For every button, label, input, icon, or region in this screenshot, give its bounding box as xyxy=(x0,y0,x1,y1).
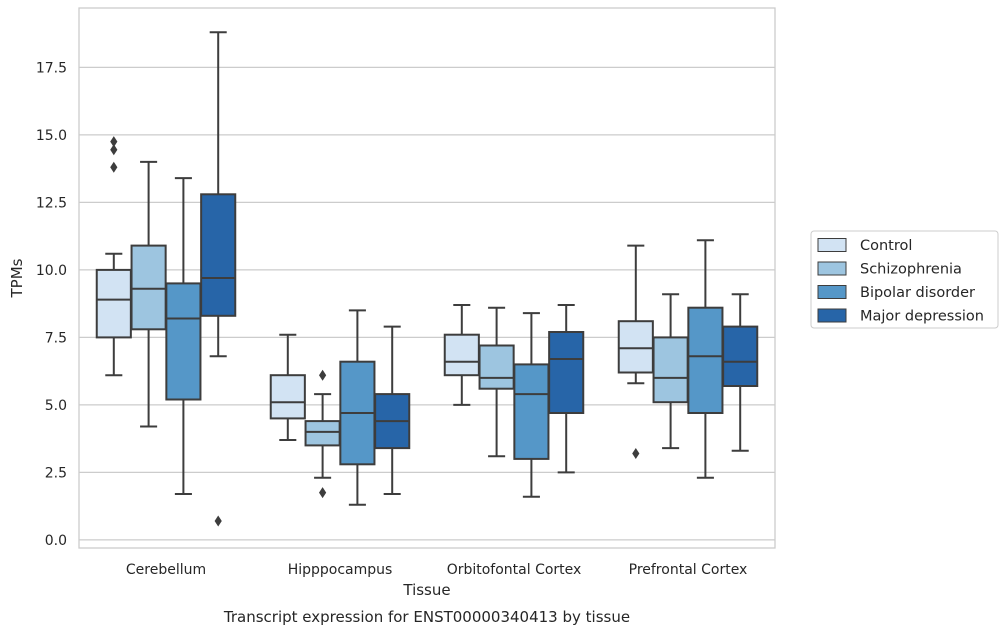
box-iqr xyxy=(617,320,654,374)
legend-label: Major depression xyxy=(860,309,984,325)
box-iqr xyxy=(652,336,689,404)
outlier-point xyxy=(632,448,640,459)
y-tick-label: 7.5 xyxy=(45,330,67,346)
box-iqr xyxy=(269,374,306,420)
legend-swatch xyxy=(817,285,847,299)
box-bipolar-disorder xyxy=(687,239,724,479)
legend-swatch xyxy=(817,238,847,252)
box-iqr xyxy=(478,344,515,390)
x-tick-label: Orbitofontal Cortex xyxy=(447,562,582,578)
legend-label: Bipolar disorder xyxy=(860,285,975,301)
legend-label: Schizophrenia xyxy=(860,262,962,278)
y-tick-label: 2.5 xyxy=(45,465,67,481)
x-tick-label: Prefrontal Cortex xyxy=(629,562,748,578)
chart-caption: Transcript expression for ENST0000034041… xyxy=(223,608,630,626)
box-schizophrenia xyxy=(304,369,341,499)
legend-item: Bipolar disorder xyxy=(817,285,975,301)
box-control xyxy=(95,136,132,377)
legend-item: Major depression xyxy=(817,308,984,325)
legend: Control Schizophrenia Bipolar disorder Majo… xyxy=(810,230,999,329)
outlier-point xyxy=(214,515,222,527)
outlier-point xyxy=(110,136,118,148)
legend-item: Schizophrenia xyxy=(817,261,962,278)
box-iqr xyxy=(304,420,341,447)
legend-item: Control xyxy=(817,238,912,254)
outlier-point xyxy=(319,487,327,499)
box-iqr xyxy=(200,193,237,317)
box-control xyxy=(443,304,480,406)
plot-frame xyxy=(78,7,776,549)
box-iqr xyxy=(722,325,759,388)
box-bipolar-disorder xyxy=(513,312,550,498)
legend-swatch xyxy=(817,308,847,323)
box-iqr xyxy=(95,268,132,339)
y-axis-label: TPMs xyxy=(8,258,26,298)
box-iqr xyxy=(443,333,480,377)
y-tick-label: 10.0 xyxy=(36,263,67,279)
y-tick-label: 0.0 xyxy=(45,533,67,549)
box-series xyxy=(95,31,759,527)
y-tick-label: 15.0 xyxy=(36,128,67,144)
box-major-depression xyxy=(722,293,759,452)
y-axis-ticks: 0.0 2.5 5.0 7.5 10.0 12.5 15.0 17.5 xyxy=(36,60,67,549)
x-axis-ticks: Cerebellum Hipppocampus Orbitofontal Corte… xyxy=(126,562,747,578)
outlier-point xyxy=(110,161,118,173)
box-bipolar-disorder xyxy=(339,309,376,506)
outlier-point xyxy=(110,144,118,156)
box-major-depression xyxy=(374,325,411,495)
x-axis-label: Tissue xyxy=(402,581,450,599)
legend-frame xyxy=(810,230,999,329)
box-iqr xyxy=(548,331,585,414)
box-schizophrenia xyxy=(652,293,689,450)
box-schizophrenia xyxy=(478,306,515,458)
x-tick-label: Cerebellum xyxy=(126,562,206,578)
box-iqr xyxy=(687,306,724,415)
y-tick-label: 5.0 xyxy=(45,398,67,414)
box-schizophrenia xyxy=(130,160,167,428)
x-tick-label: Hipppocampus xyxy=(288,562,393,578)
box-major-depression xyxy=(200,31,237,527)
box-iqr xyxy=(513,363,550,460)
box-major-depression xyxy=(548,304,585,474)
box-control xyxy=(269,333,306,441)
box-iqr xyxy=(130,244,167,331)
y-tick-label: 17.5 xyxy=(36,60,67,76)
legend-swatch xyxy=(817,261,847,276)
legend-label: Control xyxy=(860,238,912,254)
outlier-point xyxy=(319,369,327,381)
box-control xyxy=(617,244,654,459)
box-iqr xyxy=(165,282,202,401)
box-bipolar-disorder xyxy=(165,177,202,495)
y-tick-label: 12.5 xyxy=(36,195,67,211)
